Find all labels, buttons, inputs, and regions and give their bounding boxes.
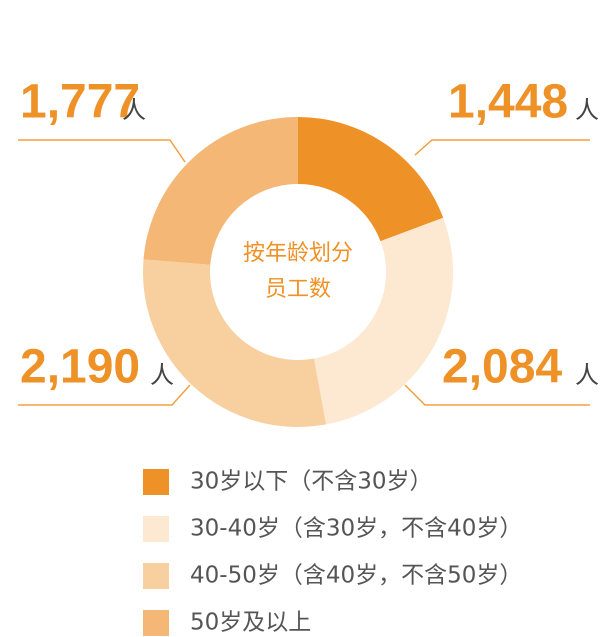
legend-swatch bbox=[143, 516, 169, 542]
legend-swatch bbox=[143, 610, 169, 636]
unit-label: 人 bbox=[122, 96, 146, 124]
unit-label: 人 bbox=[575, 96, 599, 124]
inner-circle bbox=[224, 198, 372, 346]
donut-slice bbox=[143, 117, 298, 265]
donut-slice bbox=[298, 117, 444, 242]
center-label: 员工数 bbox=[265, 277, 331, 302]
leader-line bbox=[404, 384, 590, 406]
leader-line bbox=[18, 384, 191, 406]
donut-slice bbox=[143, 259, 327, 427]
value-label: 1,448 bbox=[448, 76, 568, 129]
donut-slice bbox=[313, 217, 453, 425]
legend-label: 40-50岁（含40岁，不含50岁） bbox=[190, 563, 522, 589]
value-label: 2,084 bbox=[442, 341, 562, 394]
value-label: 2,190 bbox=[20, 341, 140, 394]
leader-line bbox=[18, 139, 186, 163]
unit-label: 人 bbox=[150, 361, 174, 389]
legend-swatch bbox=[143, 469, 169, 495]
value-label: 1,777 bbox=[20, 76, 140, 129]
legend-label: 30-40岁（含30岁，不含40岁） bbox=[190, 516, 522, 542]
legend-label: 50岁及以上 bbox=[190, 610, 311, 636]
unit-label: 人 bbox=[575, 361, 599, 389]
legend-label: 30岁以下（不含30岁） bbox=[190, 469, 433, 495]
legend-swatch bbox=[143, 563, 169, 589]
center-label: 按年龄划分 bbox=[243, 241, 353, 266]
leader-line bbox=[414, 139, 590, 156]
